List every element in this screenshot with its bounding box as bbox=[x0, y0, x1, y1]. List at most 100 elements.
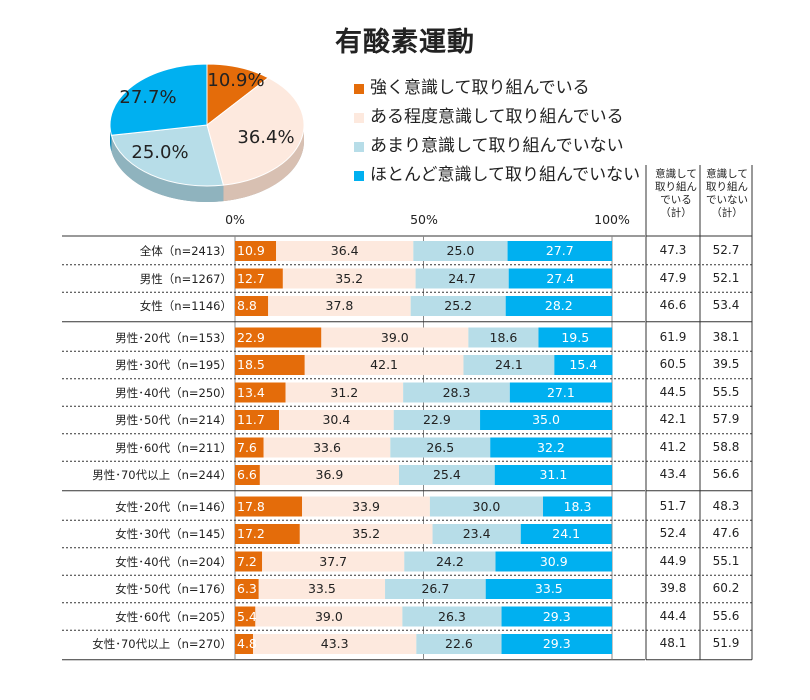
bar-segment-2 bbox=[404, 551, 496, 572]
bar-value-label-3: 35.0 bbox=[532, 412, 560, 427]
bar-segment-0 bbox=[235, 437, 264, 458]
bar-segment-3 bbox=[507, 241, 612, 261]
bar-segment-2 bbox=[410, 296, 506, 316]
bar-segment-0 bbox=[235, 241, 277, 261]
bar-value-label-1: 33.9 bbox=[352, 498, 380, 514]
bar-segment-0 bbox=[235, 327, 322, 348]
bar-value-label-3: 28.2 bbox=[544, 298, 573, 313]
legend-label-not-much: あまり意識して取り組んでいない bbox=[370, 136, 624, 156]
bar-segment-1 bbox=[268, 296, 411, 316]
bar-value-label-2: 25.4 bbox=[432, 467, 461, 482]
bar-segment-2 bbox=[385, 579, 486, 599]
row-label: 女性･20代（n=146） bbox=[115, 499, 232, 514]
legend-item-somewhat: ある程度意識して取り組んでいる bbox=[354, 103, 640, 132]
bar-value-label-1: 36.4 bbox=[330, 243, 359, 258]
bar-value-label-0: 5.4 bbox=[237, 608, 257, 624]
bar-segment-1 bbox=[262, 551, 405, 572]
bar-value-label-3: 32.2 bbox=[537, 439, 565, 455]
row-label: 男性･50代（n=214） bbox=[115, 413, 232, 427]
bar-value-label-2: 22.9 bbox=[422, 412, 451, 427]
bar-segment-0 bbox=[235, 524, 300, 544]
bar-value-label-1: 33.5 bbox=[307, 581, 336, 596]
row-label: 男性･30代（n=195） bbox=[115, 358, 232, 372]
pie-label-0: 10.9% bbox=[207, 70, 264, 91]
bar-segment-1 bbox=[253, 634, 417, 654]
bar-segment-2 bbox=[390, 437, 491, 458]
legend-swatch-somewhat bbox=[354, 113, 364, 123]
bar-segment-3 bbox=[485, 579, 613, 599]
bar-segment-2 bbox=[413, 241, 508, 261]
legend-label-hardly: ほとんど意識して取り組んでいない bbox=[370, 165, 641, 185]
bar-segment-3 bbox=[494, 465, 612, 485]
bar-segment-2 bbox=[429, 496, 544, 517]
bar-segment-1 bbox=[279, 410, 394, 430]
bar-segment-1 bbox=[258, 579, 386, 599]
summary-engaged-value: 47.9 bbox=[659, 270, 687, 285]
bar-segment-0 bbox=[235, 410, 280, 430]
bar-value-label-3: 29.3 bbox=[542, 636, 571, 651]
bar-segment-3 bbox=[495, 551, 612, 572]
bar-segment-3 bbox=[480, 410, 612, 430]
row-label: 全体（n=2413） bbox=[139, 244, 232, 258]
summary-not-engaged-value: 56.6 bbox=[712, 467, 740, 481]
bar-value-label-1: 36.9 bbox=[315, 467, 344, 482]
summary-engaged-value: 61.9 bbox=[659, 329, 687, 344]
summary-engaged-value: 47.3 bbox=[659, 243, 687, 257]
summary-header-engaged: 意識して 取り組ん でいる （計） bbox=[652, 168, 700, 220]
bar-value-label-0: 7.6 bbox=[237, 439, 257, 455]
bar-value-label-0: 7.2 bbox=[237, 553, 257, 569]
bar-value-label-0: 13.4 bbox=[237, 384, 265, 400]
pie-label-2: 25.0% bbox=[131, 142, 188, 163]
bar-value-label-0: 12.7 bbox=[237, 270, 265, 286]
bar-segment-3 bbox=[505, 296, 612, 316]
summary-engaged-value: 42.1 bbox=[659, 412, 687, 426]
bar-value-label-0: 6.3 bbox=[237, 581, 257, 596]
bar-value-label-3: 27.7 bbox=[545, 243, 574, 258]
legend-item-not-much: あまり意識して取り組んでいない bbox=[354, 132, 640, 161]
pie-slice-0 bbox=[206, 63, 270, 127]
summary-engaged-value: 43.4 bbox=[659, 467, 687, 481]
summary-not-engaged-value: 55.1 bbox=[712, 553, 740, 568]
legend-label-somewhat: ある程度意識して取り組んでいる bbox=[370, 107, 624, 127]
summary-not-engaged-value: 52.1 bbox=[712, 270, 740, 285]
bar-value-label-3: 33.5 bbox=[534, 581, 563, 596]
summary-not-engaged-value: 39.5 bbox=[712, 357, 740, 371]
bar-segment-2 bbox=[393, 410, 481, 430]
bar-segment-2 bbox=[432, 524, 521, 544]
bar-segment-1 bbox=[259, 465, 399, 485]
summary-header-engaged-line-4: （計） bbox=[660, 207, 692, 219]
bar-value-label-2: 28.3 bbox=[442, 384, 471, 400]
row-label: 男性（n=1267） bbox=[139, 271, 232, 286]
summary-engaged-value: 60.5 bbox=[659, 357, 687, 371]
summary-engaged-value: 44.9 bbox=[659, 553, 687, 568]
summary-not-engaged-value: 60.2 bbox=[712, 581, 740, 595]
bar-segment-2 bbox=[399, 465, 495, 485]
bar-value-label-2: 22.6 bbox=[445, 636, 473, 651]
summary-not-engaged-value: 55.6 bbox=[712, 608, 740, 623]
bar-segment-2 bbox=[416, 634, 502, 654]
pie-side-2 bbox=[111, 135, 224, 202]
row-label: 女性･60代（n=205） bbox=[115, 609, 232, 624]
summary-engaged-value: 41.2 bbox=[659, 439, 687, 454]
row-label: 男性･40代（n=250） bbox=[115, 385, 232, 400]
summary-not-engaged-value: 55.5 bbox=[712, 384, 740, 399]
bar-segment-1 bbox=[263, 437, 391, 458]
legend-swatch-hardly bbox=[354, 171, 364, 181]
bar-value-label-1: 37.7 bbox=[319, 553, 348, 569]
legend-item-hardly: ほとんど意識して取り組んでいない bbox=[354, 161, 640, 190]
bar-value-label-3: 15.4 bbox=[569, 357, 598, 372]
summary-header-not-engaged-line-3: でいない bbox=[706, 194, 748, 206]
bar-segment-1 bbox=[304, 355, 464, 375]
bar-segment-1 bbox=[255, 606, 403, 627]
summary-not-engaged-value: 38.1 bbox=[712, 329, 740, 344]
bar-segment-0 bbox=[235, 355, 305, 375]
summary-not-engaged-value: 51.9 bbox=[712, 636, 740, 650]
bar-segment-0 bbox=[235, 296, 269, 316]
bar-value-label-2: 18.6 bbox=[489, 329, 518, 345]
bar-segment-0 bbox=[235, 465, 260, 485]
bar-segment-3 bbox=[490, 437, 612, 458]
summary-engaged-value: 44.4 bbox=[659, 608, 687, 623]
pie-chart: 10.9% 36.4% 25.0% 27.7% bbox=[109, 63, 305, 202]
bar-segment-3 bbox=[501, 606, 612, 627]
